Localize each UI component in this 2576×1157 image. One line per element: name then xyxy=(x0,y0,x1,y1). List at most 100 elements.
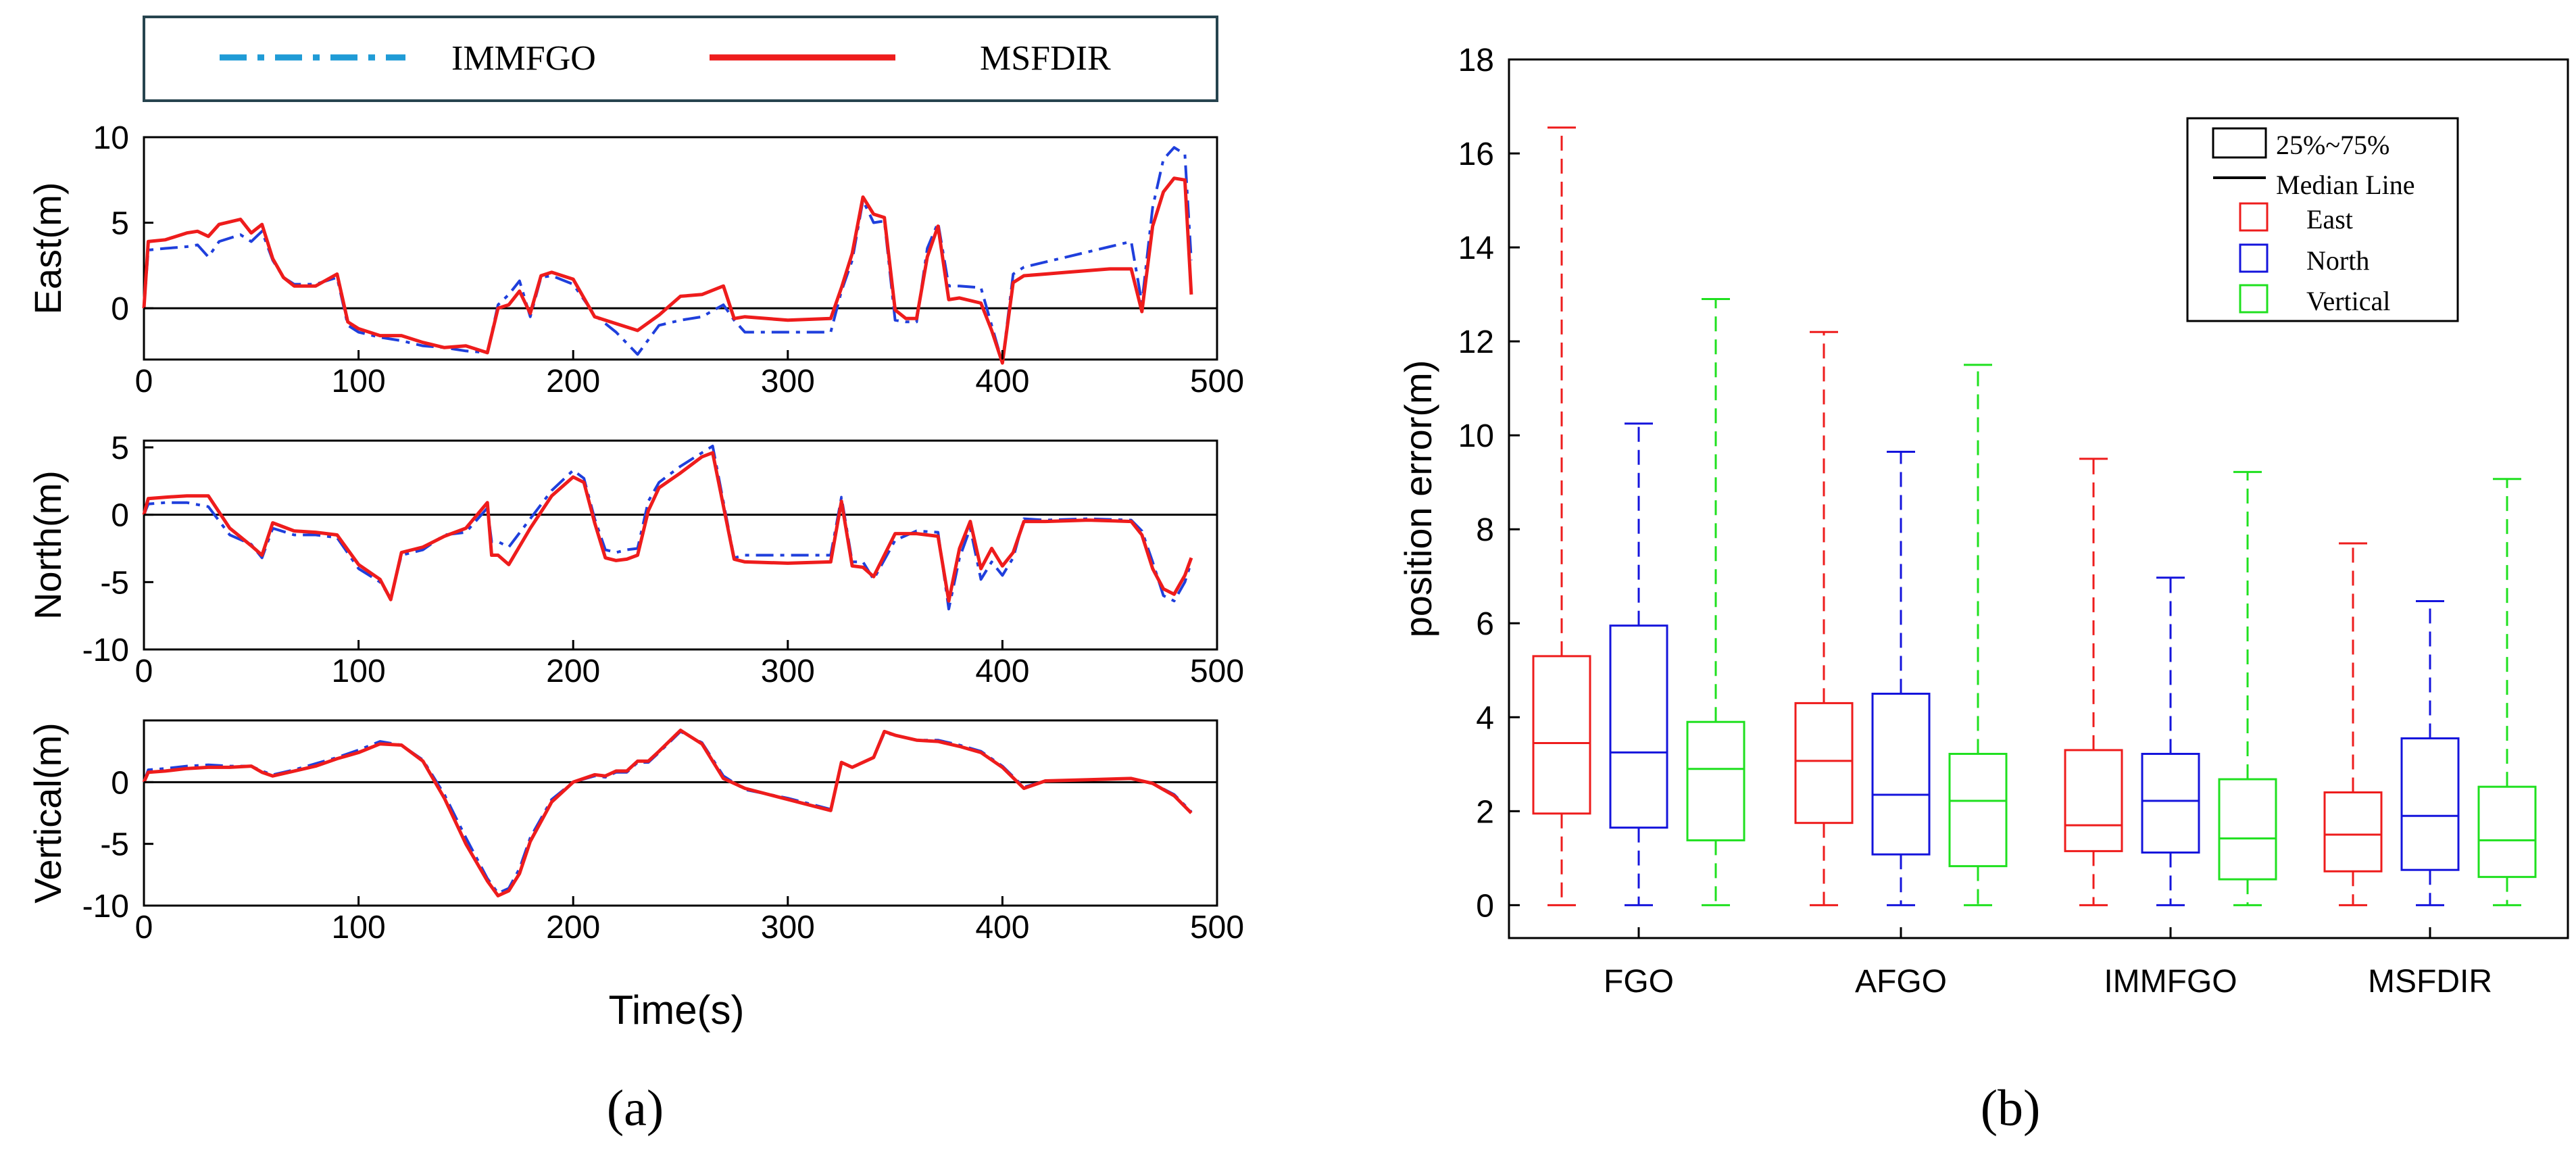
north-x-tick-label-500: 500 xyxy=(1190,654,1244,689)
box-legend-iqr-label: 25%~75% xyxy=(2276,130,2389,160)
box-fgo-north-iqr-box xyxy=(1609,624,1668,829)
box-y-axis-label: position error(m) xyxy=(1397,360,1439,638)
box-afgo-east-iqr-box xyxy=(1794,701,1854,824)
box-legend-swatch-east xyxy=(2239,202,2269,232)
east-y-tick-label-5: 5 xyxy=(111,206,129,242)
box-msfdir-east-iqr-box xyxy=(2323,791,2383,872)
north-y-tick-label-5: 5 xyxy=(111,430,129,466)
box-y-tick-label-18: 18 xyxy=(1458,43,1494,78)
box-afgo-east xyxy=(1794,330,1854,906)
north-y-axis-label: North(m) xyxy=(26,470,69,620)
north-x-tick-label-0: 0 xyxy=(135,654,153,689)
east-x-tick-label-200: 200 xyxy=(546,364,600,399)
box-legend-swatch-vertical xyxy=(2239,284,2269,314)
east-x-tick-label-500: 500 xyxy=(1190,364,1244,399)
box-x-tick-label-fgo: FGO xyxy=(1604,964,1674,1000)
vertical-x-tick-label-200: 200 xyxy=(546,910,600,945)
box-legend-label-north: North xyxy=(2306,245,2369,276)
legend-a: IMMFGO MSFDIR xyxy=(143,16,1218,102)
box-legend: 25%~75% Median Line East North Vertical xyxy=(2186,117,2459,322)
vertical-x-tick-label-400: 400 xyxy=(975,910,1029,945)
box-y-tick-label-10: 10 xyxy=(1458,418,1494,454)
vertical-series-msfdir xyxy=(142,729,1193,897)
box-msfdir-east xyxy=(2323,542,2383,906)
east-x-tick-label-100: 100 xyxy=(332,364,386,399)
box-x-tick-label-immfgo: IMMFGO xyxy=(2104,964,2237,1000)
box-immfgo-vertical xyxy=(2218,470,2277,906)
box-legend-swatch-north xyxy=(2239,243,2269,273)
vertical-y-axis-label: Vertical(m) xyxy=(26,722,69,904)
vertical-x-tick-label-300: 300 xyxy=(761,910,815,945)
east-y-tick-label-10: 10 xyxy=(93,120,129,156)
box-y-tick-label-4: 4 xyxy=(1476,700,1494,736)
box-fgo-north xyxy=(1609,422,1668,906)
north-x-tick-label-400: 400 xyxy=(975,654,1029,689)
legend-a-label-immfgo: IMMFGO xyxy=(451,39,596,78)
east-x-tick-label-400: 400 xyxy=(975,364,1029,399)
box-immfgo-vertical-iqr-box xyxy=(2218,778,2277,881)
box-immfgo-north-iqr-box xyxy=(2141,752,2200,854)
north-x-tick-label-300: 300 xyxy=(761,654,815,689)
vertical-plot-frame xyxy=(143,719,1218,907)
panel-label-a: (a) xyxy=(607,1080,664,1137)
legend-a-frame xyxy=(143,16,1218,102)
box-fgo-vertical xyxy=(1686,298,1745,906)
north-y-tick-label--10: -10 xyxy=(82,633,129,668)
box-fgo-east xyxy=(1532,126,1591,906)
box-y-tick-label-6: 6 xyxy=(1476,606,1494,642)
east-plot-frame xyxy=(143,136,1218,361)
box-immfgo-east xyxy=(2064,458,2123,906)
box-msfdir-vertical-iqr-box xyxy=(2477,785,2537,879)
box-legend-label-east: East xyxy=(2306,204,2353,235)
box-y-tick-label-2: 2 xyxy=(1476,794,1494,830)
north-series-immfgo xyxy=(143,445,1193,611)
north-plot-frame xyxy=(143,439,1218,651)
east-subplot: 0 100 200 300 400 500 0 5 10 East(m) xyxy=(26,120,1244,399)
box-afgo-north-iqr-box xyxy=(1871,693,1931,856)
north-series-msfdir xyxy=(142,451,1193,603)
vertical-x-tick-label-500: 500 xyxy=(1190,910,1244,945)
box-plot: 0 2 4 6 8 10 12 14 16 18 position error(m) FGO AFGO I… xyxy=(1397,43,2569,1000)
box-y-tick-label-12: 12 xyxy=(1458,324,1494,360)
box-afgo-vertical xyxy=(1948,364,2008,906)
box-afgo-vertical-iqr-box xyxy=(1948,752,2008,868)
box-x-tick-label-msfdir: MSFDIR xyxy=(2368,964,2492,1000)
panel-label-b: (b) xyxy=(1981,1080,2041,1137)
vertical-subplot: 0 100 200 300 400 500 -10 -5 0 Vertical(m) xyxy=(26,719,1244,945)
vertical-y-tick-label-0: 0 xyxy=(111,765,129,801)
vertical-y-tick-label--5: -5 xyxy=(100,827,129,863)
east-y-tick-label-0: 0 xyxy=(111,291,129,327)
box-y-tick-label-14: 14 xyxy=(1458,230,1494,266)
box-x-tick-label-afgo: AFGO xyxy=(1855,964,1947,1000)
east-x-tick-label-300: 300 xyxy=(761,364,815,399)
box-legend-frame xyxy=(2186,117,2459,322)
box-msfdir-north-iqr-box xyxy=(2400,737,2460,871)
box-fgo-vertical-iqr-box xyxy=(1686,720,1745,841)
box-immfgo-east-iqr-box xyxy=(2064,749,2123,852)
north-x-tick-label-100: 100 xyxy=(332,654,386,689)
north-subplot: 0 100 200 300 400 500 -10 -5 0 5 North(m) xyxy=(26,430,1244,689)
box-legend-iqr-swatch xyxy=(2212,127,2267,159)
vertical-x-tick-label-0: 0 xyxy=(135,910,153,945)
box-msfdir-vertical xyxy=(2477,478,2537,906)
box-y-tick-label-16: 16 xyxy=(1458,137,1494,172)
east-y-axis-label: East(m) xyxy=(26,182,69,315)
box-y-tick-label-0: 0 xyxy=(1476,888,1494,924)
box-y-tick-label-8: 8 xyxy=(1476,512,1494,548)
legend-a-label-msfdir: MSFDIR xyxy=(980,39,1111,78)
box-legend-label-vertical: Vertical xyxy=(2306,286,2390,316)
box-immfgo-north xyxy=(2141,576,2200,906)
box-fgo-east-iqr-box xyxy=(1532,655,1591,815)
vertical-y-tick-label--10: -10 xyxy=(82,889,129,925)
vertical-x-tick-label-100: 100 xyxy=(332,910,386,945)
box-afgo-north xyxy=(1871,450,1931,906)
x-axis-label-time: Time(s) xyxy=(608,987,744,1033)
box-legend-median-label: Median Line xyxy=(2276,170,2415,200)
box-msfdir-north xyxy=(2400,600,2460,906)
north-x-tick-label-200: 200 xyxy=(546,654,600,689)
north-y-tick-label-0: 0 xyxy=(111,498,129,534)
east-x-tick-label-0: 0 xyxy=(135,364,153,399)
east-series-msfdir xyxy=(142,176,1193,365)
north-y-tick-label--5: -5 xyxy=(100,565,129,601)
